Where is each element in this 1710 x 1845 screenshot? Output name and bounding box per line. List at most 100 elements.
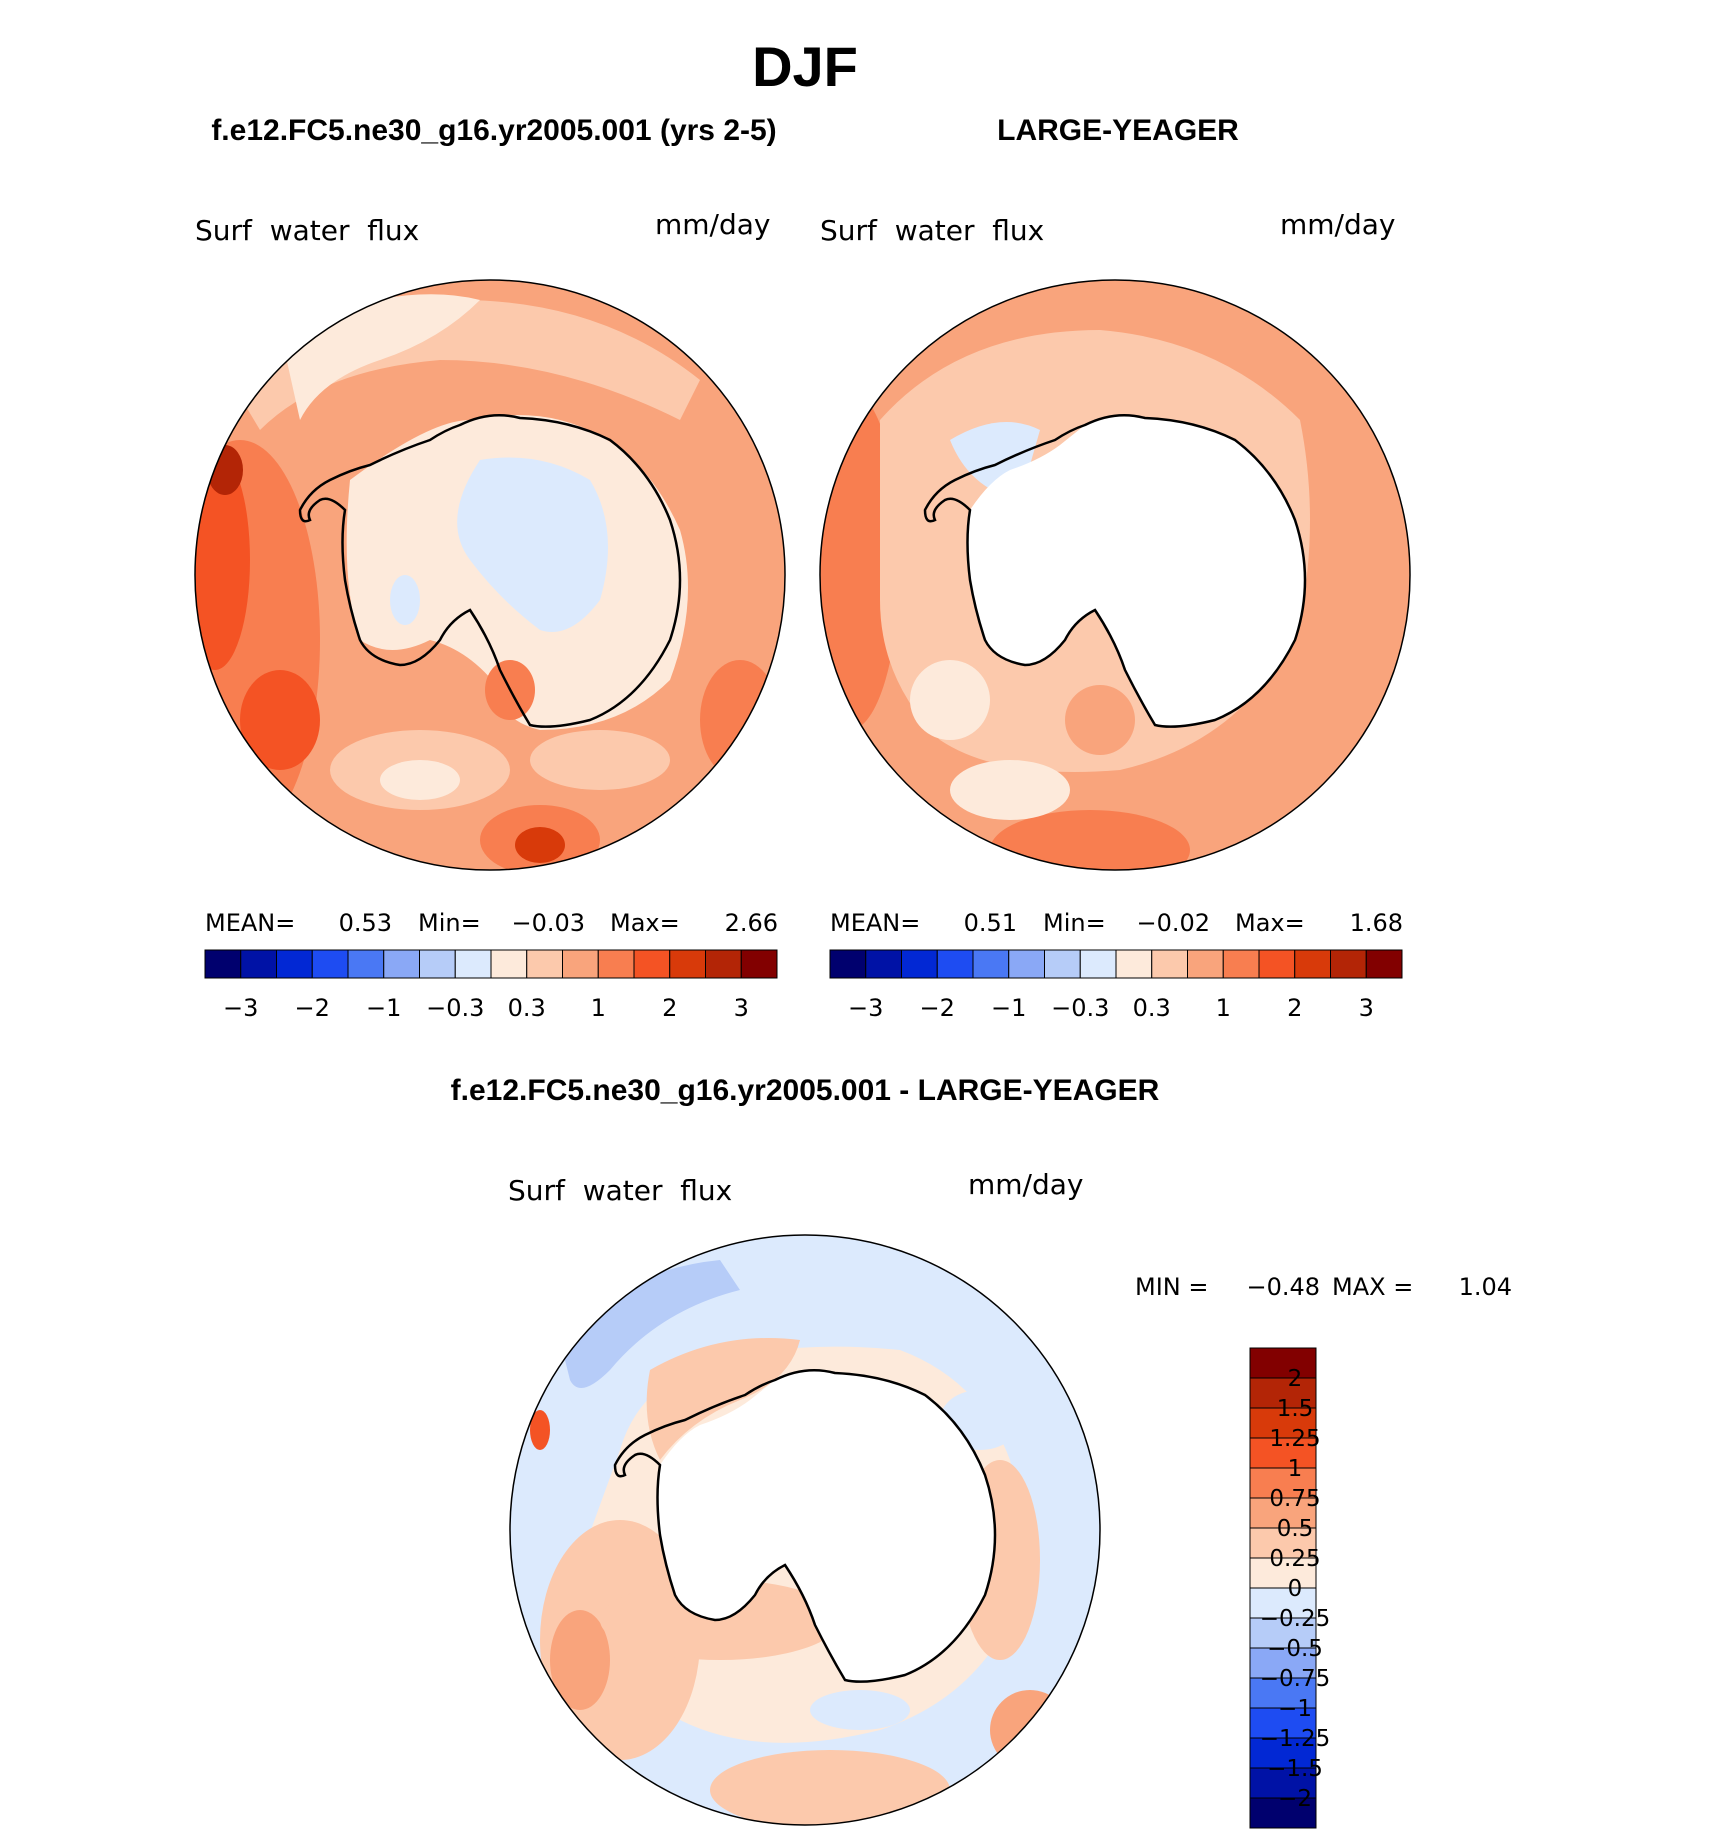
diff-colorbar-swatch <box>1249 1467 1317 1499</box>
right-colorbar-tick-label: 1 <box>1216 994 1231 1022</box>
diff-max-label: MAX = <box>1332 1273 1413 1301</box>
diff-coastline <box>613 1368 997 1683</box>
right-colorbar-swatch <box>1222 949 1260 979</box>
diff-colorbar-swatch <box>1249 1347 1317 1379</box>
right-colorbar-swatch <box>1079 949 1117 979</box>
right-colorbar-swatch <box>972 949 1010 979</box>
right-colorbar-swatch <box>865 949 902 979</box>
right-max-label: Max= <box>1235 909 1305 937</box>
right-max-value: 1.68 <box>1350 909 1403 937</box>
left-variable-label: Surf water flux <box>195 214 419 247</box>
left-min-value: −0.03 <box>511 909 585 937</box>
right-colorbar-swatch <box>1008 949 1045 979</box>
left-colorbar-swatch <box>204 949 242 979</box>
diff-colorbar-tick-label: −1.25 <box>1260 1726 1330 1752</box>
right-panel-title: LARGE-YEAGER <box>997 114 1239 147</box>
left-colorbar-tick-label: 1 <box>591 994 606 1022</box>
left-colorbar-swatch <box>311 949 349 979</box>
left-mean-label: MEAN= <box>205 909 295 937</box>
left-units-label: mm/day <box>655 208 771 241</box>
left-max-label: Max= <box>610 909 680 937</box>
left-colorbar-swatch <box>240 949 277 979</box>
right-colorbar-swatch <box>901 949 938 979</box>
diff-colorbar-tick-label: 1 <box>1288 1456 1303 1482</box>
right-map <box>820 280 1410 870</box>
diff-units-label: mm/day <box>968 1168 1084 1201</box>
right-colorbar-tick-label: −1 <box>991 994 1026 1022</box>
right-colorbar: −3 −2 −1 −0.3 0.3 1 2 3 <box>829 949 1403 1022</box>
right-colorbar-swatch <box>1365 949 1403 979</box>
left-colorbar-swatch <box>526 949 563 979</box>
left-colorbar-tick-label: −0.3 <box>426 994 484 1022</box>
right-colorbar-swatch <box>829 949 867 979</box>
diff-colorbar-tick-label: 1.25 <box>1269 1426 1320 1452</box>
diff-colorbar: 2 1.5 1.25 1 0.75 0.5 0.25 0 −0.25 −0.5 −0.75 −1 −1.… <box>1249 1347 1330 1829</box>
left-colorbar-swatch <box>562 949 599 979</box>
right-colorbar-swatch <box>1258 949 1296 979</box>
right-colorbar-tick-label: −2 <box>920 994 955 1022</box>
diff-colorbar-tick-label: 2 <box>1288 1366 1303 1392</box>
right-colorbar-tick-label: 0.3 <box>1133 994 1171 1022</box>
right-variable-label: Surf water flux <box>820 214 1044 247</box>
page-title: DJF <box>752 35 858 98</box>
left-colorbar-tick-label: −3 <box>223 994 258 1022</box>
right-min-value: −0.02 <box>1136 909 1210 937</box>
right-colorbar-swatch <box>936 949 974 979</box>
diff-colorbar-swatch <box>1249 1377 1317 1409</box>
diff-map <box>510 1235 1100 1825</box>
diff-colorbar-swatch <box>1249 1587 1317 1619</box>
diff-colorbar-tick-label: 0.5 <box>1277 1516 1314 1542</box>
left-colorbar-swatch <box>490 949 528 979</box>
left-colorbar-swatch <box>276 949 313 979</box>
left-colorbar-swatch <box>383 949 420 979</box>
diff-min-value: −0.48 <box>1246 1273 1320 1301</box>
left-colorbar-swatch <box>705 949 742 979</box>
left-colorbar-swatch <box>347 949 385 979</box>
diff-colorbar-swatch <box>1249 1527 1317 1559</box>
left-map-border <box>194 279 786 871</box>
diff-colorbar-tick-label: −0.5 <box>1267 1636 1323 1662</box>
left-colorbar-tick-label: 2 <box>662 994 677 1022</box>
left-panel-title: f.e12.FC5.ne30_g16.yr2005.001 (yrs 2-5) <box>211 114 776 147</box>
left-map <box>195 280 785 870</box>
right-colorbar-tick-label: 3 <box>1359 994 1374 1022</box>
right-units-label: mm/day <box>1280 208 1396 241</box>
right-min-label: Min= <box>1043 909 1106 937</box>
right-colorbar-tick-label: 2 <box>1287 994 1302 1022</box>
left-colorbar-tick-label: 0.3 <box>508 994 546 1022</box>
diff-colorbar-swatch <box>1249 1557 1317 1589</box>
left-colorbar-swatch <box>740 949 778 979</box>
right-colorbar-swatch <box>1294 949 1331 979</box>
diff-map-border <box>509 1234 1101 1826</box>
diff-colorbar-tick-label: −1 <box>1278 1696 1312 1722</box>
diff-colorbar-tick-label: 0.25 <box>1269 1546 1320 1572</box>
left-coastline <box>298 413 682 728</box>
diff-colorbar-tick-label: 0.75 <box>1269 1486 1320 1512</box>
right-colorbar-tick-label: −3 <box>848 994 883 1022</box>
diff-colorbar-swatch <box>1249 1797 1317 1829</box>
right-mean-value: 0.51 <box>964 909 1017 937</box>
left-colorbar-tick-label: 3 <box>734 994 749 1022</box>
right-mean-label: MEAN= <box>830 909 920 937</box>
diff-min-label: MIN = <box>1135 1273 1208 1301</box>
diff-colorbar-tick-label: 0 <box>1288 1576 1303 1602</box>
left-colorbar-tick-label: −1 <box>366 994 401 1022</box>
left-max-value: 2.66 <box>725 909 778 937</box>
diff-variable-label: Surf water flux <box>508 1174 732 1207</box>
left-colorbar-swatch <box>419 949 456 979</box>
diff-colorbar-tick-label: −0.25 <box>1260 1606 1330 1632</box>
right-colorbar-tick-label: −0.3 <box>1051 994 1109 1022</box>
right-coastline <box>923 413 1307 728</box>
left-colorbar-swatch <box>633 949 671 979</box>
diff-colorbar-tick-label: 1.5 <box>1277 1396 1314 1422</box>
right-colorbar-swatch <box>1330 949 1367 979</box>
right-colorbar-swatch <box>1115 949 1153 979</box>
diff-colorbar-swatch <box>1249 1617 1317 1649</box>
left-colorbar-tick-label: −2 <box>295 994 330 1022</box>
diff-colorbar-swatch <box>1249 1437 1317 1469</box>
diff-colorbar-tick-label: −2 <box>1278 1786 1312 1812</box>
right-colorbar-swatch <box>1187 949 1224 979</box>
left-min-label: Min= <box>418 909 481 937</box>
right-colorbar-swatch <box>1151 949 1188 979</box>
left-colorbar-swatch <box>454 949 492 979</box>
